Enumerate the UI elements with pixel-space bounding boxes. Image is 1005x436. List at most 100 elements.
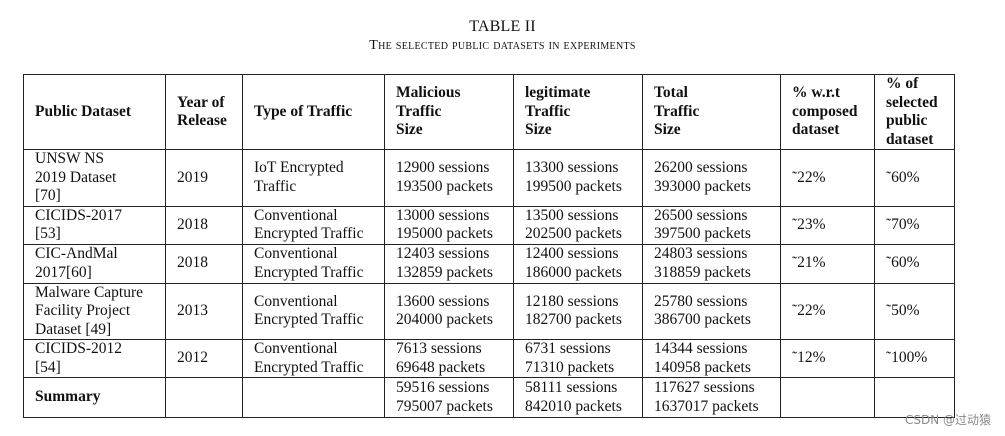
pct-composed-cell: ˜12%	[780, 339, 875, 378]
cell-line: 318859 packets	[654, 263, 751, 281]
cell-line: % of	[886, 75, 919, 93]
total-size-cell: 25780 sessions 386700 packets	[642, 282, 781, 340]
cell-line: Traffic	[525, 102, 571, 120]
pct-composed-cell: ˜23%	[780, 205, 875, 245]
summary-legitimate-cell: 58111 sessions 842010 packets	[513, 377, 643, 418]
table-row: CIC-AndMal 2017[60] 2018 Conventional Encr…	[23, 243, 955, 284]
pct-selected-cell: ˜100%	[874, 339, 955, 378]
header-cell: legitimate Traffic Size	[513, 74, 643, 150]
cell-line: Type of Traffic	[254, 102, 353, 120]
cell-line: 182700 packets	[525, 311, 622, 329]
cell-line: 58111 sessions	[525, 379, 618, 396]
cell-line: 195000 packets	[396, 225, 493, 242]
dataset-cell: Malware Capture Facility Project Dataset […	[23, 282, 166, 340]
cell-line: 59516 sessions	[396, 379, 490, 396]
year-cell: 2013	[165, 282, 243, 340]
total-size-cell: 24803 sessions 318859 packets	[642, 243, 781, 284]
pct-composed-cell: ˜22%	[780, 282, 875, 340]
cell-line: 132859 packets	[396, 263, 493, 281]
cell-line: Conventional	[254, 340, 338, 358]
traffic-type-cell: Conventional Encrypted Traffic	[242, 243, 385, 284]
table-row: UNSW NS 2019 Dataset [70] 2019 IoT Encrypt…	[23, 149, 955, 207]
cell-line: dataset	[886, 130, 934, 148]
cell-line: Encrypted Traffic	[254, 311, 364, 329]
cell-line: Conventional	[254, 206, 338, 224]
pct-composed-cell: ˜22%	[780, 149, 875, 207]
summary-malicious-cell: 59516 sessions 795007 packets	[384, 377, 514, 418]
cell-line: 26200 sessions	[654, 159, 748, 177]
cell-line: 117627 sessions	[654, 379, 755, 396]
cell-line: public	[886, 112, 928, 129]
legitimate-size-cell: 12180 sessions 182700 packets	[513, 282, 643, 340]
total-size-cell: 26200 sessions 393000 packets	[642, 149, 781, 207]
cell-line: Traffic	[254, 177, 297, 195]
cell-line: Size	[525, 121, 552, 139]
header-cell: Total Traffic Size	[642, 74, 781, 150]
pct-selected-cell: ˜50%	[874, 282, 955, 340]
legitimate-size-cell: 12400 sessions 186000 packets	[513, 243, 643, 284]
cell-line: % w.r.t	[792, 84, 841, 102]
cell-line: Dataset [49]	[35, 320, 112, 338]
cell-line: Encrypted Traffic	[254, 263, 364, 281]
cell-line: 186000 packets	[525, 263, 622, 281]
empty-cell	[242, 377, 385, 418]
cell-line: 25780 sessions	[654, 292, 748, 310]
legitimate-size-cell: 13300 sessions 199500 packets	[513, 149, 643, 207]
cell-line: Malicious	[396, 84, 461, 102]
total-size-cell: 26500 sessions 397500 packets	[642, 205, 781, 245]
cell-line: Year of	[177, 93, 225, 111]
cell-line: Malware Capture	[35, 283, 144, 301]
cell-line: 6731 sessions	[525, 340, 611, 358]
cell-line: IoT Encrypted	[254, 159, 344, 177]
cell-line: 204000 packets	[396, 311, 493, 329]
cell-line: 7613 sessions	[396, 340, 482, 358]
total-size-cell: 14344 sessions 140958 packets	[642, 339, 781, 378]
cell-line: 71310 packets	[525, 358, 615, 376]
table-row: CICIDS-2017 [53] 2018 Conventional Encrypt…	[23, 205, 955, 245]
cell-line: 397500 packets	[654, 225, 751, 242]
summary-total-cell: 117627 sessions 1637017 packets	[642, 377, 781, 418]
header-cell: % of selected public dataset	[874, 74, 955, 150]
cell-line: selected	[886, 93, 938, 111]
cell-line: Encrypted Traffic	[254, 358, 364, 376]
header-cell: % w.r.t composed dataset	[780, 74, 875, 150]
cell-line: 795007 packets	[396, 397, 493, 415]
traffic-type-cell: Conventional Encrypted Traffic	[242, 282, 385, 340]
cell-line: CICIDS-2017	[35, 206, 122, 224]
cell-line: dataset	[792, 121, 840, 139]
cell-line: [70]	[35, 187, 61, 204]
pct-composed-cell: ˜21%	[780, 243, 875, 284]
legitimate-size-cell: 6731 sessions 71310 packets	[513, 339, 643, 378]
header-cell: Year of Release	[165, 74, 243, 150]
malicious-size-cell: 12403 sessions 132859 packets	[384, 243, 514, 284]
summary-label: Summary	[23, 377, 166, 418]
table-title: TABLE II	[469, 18, 536, 35]
dataset-cell: UNSW NS 2019 Dataset [70]	[23, 149, 166, 207]
watermark: CSDN @过动猿	[904, 413, 991, 427]
cell-line: 842010 packets	[525, 397, 622, 415]
header-cell: Type of Traffic	[242, 74, 385, 150]
cell-line: composed	[792, 102, 858, 120]
cell-line: 24803 sessions	[654, 245, 748, 262]
pct-selected-cell: ˜70%	[874, 205, 955, 245]
summary-row: Summary 59516 sessions 795007 packets 581…	[23, 377, 955, 418]
cell-line: [53]	[35, 225, 61, 242]
dataset-cell: CICIDS-2017 [53]	[23, 205, 166, 245]
cell-line: Size	[396, 121, 423, 139]
cell-line: Size	[654, 121, 681, 139]
empty-cell	[165, 377, 243, 418]
cell-line: 199500 packets	[525, 177, 622, 195]
traffic-type-cell: Conventional Encrypted Traffic	[242, 205, 385, 245]
cell-line: Facility Project	[35, 302, 131, 319]
cell-line: Traffic	[654, 102, 700, 120]
pct-selected-cell: ˜60%	[874, 243, 955, 284]
table-row: CICIDS-2012 [54] 2012 Conventional Encrypt…	[23, 339, 955, 378]
cell-line: Public Dataset	[35, 102, 132, 120]
cell-line: 69648 packets	[396, 358, 486, 376]
year-cell: 2018	[165, 205, 243, 245]
datasets-table: Public Dataset Year of Release Type of Tr…	[23, 74, 955, 418]
dataset-cell: CICIDS-2012 [54]	[23, 339, 166, 378]
pct-selected-cell: ˜60%	[874, 149, 955, 207]
cell-line: 13600 sessions	[396, 292, 490, 310]
cell-line: Traffic	[396, 102, 442, 120]
